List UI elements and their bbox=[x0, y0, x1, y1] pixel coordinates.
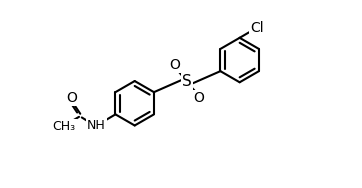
Text: S: S bbox=[182, 74, 192, 89]
Text: O: O bbox=[66, 91, 77, 105]
Text: Cl: Cl bbox=[250, 21, 264, 35]
Text: O: O bbox=[193, 91, 204, 105]
Text: CH₃: CH₃ bbox=[52, 120, 76, 133]
Text: O: O bbox=[169, 58, 180, 72]
Text: NH: NH bbox=[87, 119, 106, 132]
